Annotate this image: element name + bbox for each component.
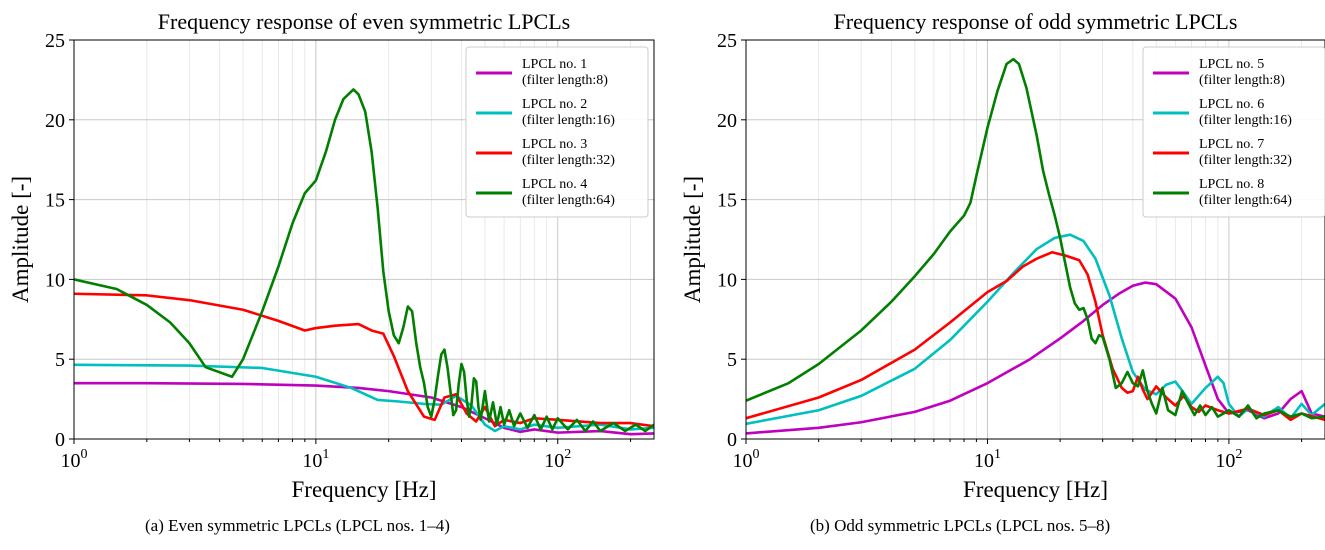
chart-2-legend-label-4: LPCL no. 8 (1199, 177, 1264, 192)
chart-1-ytick-label: 0 (55, 429, 65, 451)
chart-2-legend-note-3: (filter length:32) (1199, 153, 1292, 168)
chart-2-ylabel: Amplitude [-] (680, 176, 705, 303)
chart-1-xtick-label: 100 (61, 447, 88, 472)
chart-1-xlabel: Frequency [Hz] (292, 477, 437, 502)
chart-2-legend-label-1: LPCL no. 5 (1199, 57, 1264, 72)
chart-1-legend-note-2: (filter length:16) (522, 113, 615, 128)
chart-2-series-4-line (746, 57, 1325, 420)
chart-1-grid (73, 39, 654, 440)
chart-1-xtick-label: 102 (544, 447, 571, 472)
chart-1-legend-note-1: (filter length:8) (522, 73, 608, 88)
chart-2-plot-frame (745, 39, 1325, 440)
chart-2-ytick-label: 5 (727, 349, 737, 371)
chart-1-legend-label-3: LPCL no. 3 (522, 137, 587, 152)
chart-2-ytick-label: 15 (717, 190, 737, 212)
chart-2-xtick-label: 100 (733, 447, 760, 472)
chart-1-legend-note-3: (filter length:32) (522, 153, 615, 168)
chart-2-series-1-line (746, 281, 1325, 435)
chart-1-ytick-label: 5 (55, 349, 65, 371)
chart-1-legend-label-2: LPCL no. 2 (522, 97, 587, 112)
chart-2-legend-label-2: LPCL no. 6 (1199, 97, 1264, 112)
chart-2-legend-note-1: (filter length:8) (1199, 73, 1285, 88)
chart-1-ytick-label: 20 (45, 110, 65, 132)
chart-1-legend-note-4: (filter length:64) (522, 193, 615, 208)
chart-2-legend-box (1142, 46, 1325, 218)
chart-2-xlabel: Frequency [Hz] (963, 477, 1108, 502)
chart-2-ytick-label: 10 (717, 269, 737, 291)
chart-1-series-3-line (74, 292, 654, 428)
chart-2-ytick-label: 20 (717, 110, 737, 132)
chart-2-series-3-line (746, 250, 1325, 422)
chart-2: 0 5 10 15 20 25 100 101 102 Frequency response of… (680, 9, 1325, 502)
chart-2-legend: LPCL no. 5(filter length:8)LPCL no. 6(fi… (1142, 46, 1325, 218)
caption-a: (a) Even symmetric LPCLs (LPCL nos. 1–4) (145, 516, 450, 535)
chart-1-legend-box (465, 46, 649, 218)
chart-1-legend-label-4: LPCL no. 4 (522, 177, 587, 192)
chart-2-ytick-label: 0 (727, 429, 737, 451)
chart-2-legend-note-2: (filter length:16) (1199, 113, 1292, 128)
chart-2-legend-note-4: (filter length:64) (1199, 193, 1292, 208)
chart-2-xtick-label: 101 (974, 447, 1001, 472)
chart-1-legend: LPCL no. 1(filter length:8)LPCL no. 2(fi… (465, 46, 649, 218)
chart-1-plot-frame (73, 39, 655, 440)
chart-1-ytick-label: 25 (45, 30, 65, 52)
chart-2-title: Frequency response of odd symmetric LPCL… (834, 9, 1238, 34)
chart-1-ylabel: Amplitude [-] (8, 176, 33, 303)
chart-1-title: Frequency response of even symmetric LPC… (158, 9, 570, 34)
chart-1-xtick-label: 101 (302, 447, 329, 472)
chart-2-xtick-label: 102 (1215, 447, 1242, 472)
chart-1-ytick-label: 10 (45, 269, 65, 291)
chart-2-series-2-line (746, 233, 1325, 426)
chart-2-ytick-label: 25 (717, 30, 737, 52)
caption-b: (b) Odd symmetric LPCLs (LPCL nos. 5–8) (810, 516, 1111, 535)
chart-1-series-1-line (74, 381, 654, 436)
chart-1-ytick-label: 15 (45, 190, 65, 212)
chart-1-series-4-line (74, 88, 654, 433)
chart-2-legend-label-3: LPCL no. 7 (1199, 137, 1264, 152)
chart-1-legend-label-1: LPCL no. 1 (522, 57, 587, 72)
chart-1: 0 5 10 15 20 25 100 101 102 Frequency response of… (8, 9, 655, 502)
